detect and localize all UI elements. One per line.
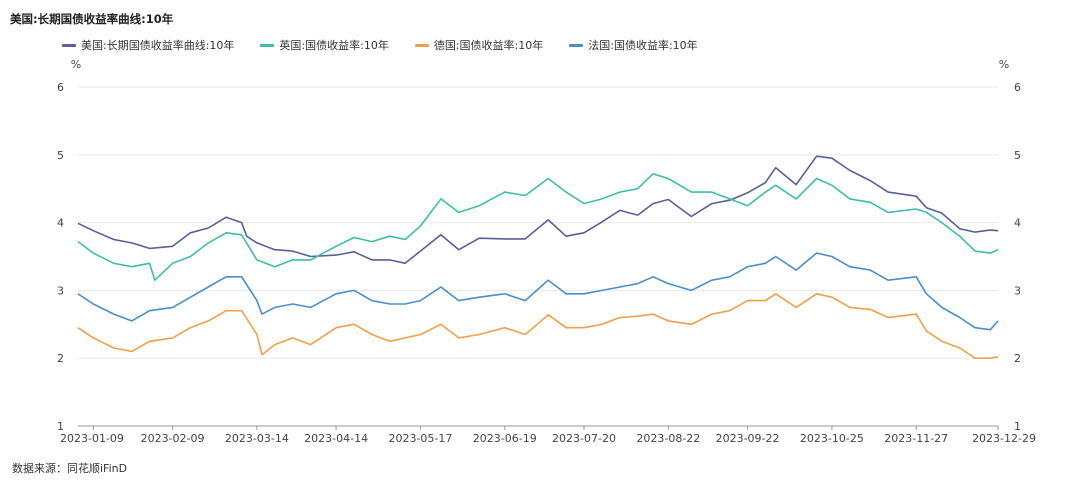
- y-tick-label-right: 1: [1014, 420, 1021, 433]
- series-line-4: [77, 252, 999, 331]
- x-tick-label: 2023-08-22: [636, 432, 700, 445]
- x-tick-label: 2023-06-19: [473, 432, 537, 445]
- legend-item-4[interactable]: 法国:国债收益率:10年: [569, 37, 698, 53]
- y-tick-label-right: 2: [1014, 352, 1021, 365]
- series-line-2: [77, 173, 999, 281]
- legend-swatch: [62, 43, 76, 47]
- y-tick-label-left: 2: [57, 352, 64, 365]
- y-tick-label-right: 5: [1014, 149, 1021, 162]
- legend-item-3[interactable]: 德国:国债收益率:10年: [414, 37, 544, 53]
- y-tick-label-left: 5: [57, 149, 64, 162]
- series-line-1: [77, 155, 999, 265]
- legend-item-2[interactable]: 英国:国债收益率:10年: [260, 37, 389, 53]
- y-tick-label-right: 4: [1014, 217, 1021, 230]
- y-tick-label-left: 4: [57, 217, 64, 230]
- legend-label: 英国:国债收益率:10年: [279, 39, 389, 52]
- chart-legend: 美国:长期国债收益率曲线:10年 英国:国债收益率:10年 德国:国债收益率:10年…: [62, 37, 698, 53]
- x-tick-label: 2023-03-14: [225, 432, 289, 445]
- legend-swatch: [569, 43, 584, 47]
- series-line-3: [77, 293, 999, 359]
- x-tick-label: 2023-04-14: [304, 432, 368, 445]
- y-unit-label-right: %: [999, 58, 1009, 71]
- legend-label: 法国:国债收益率:10年: [588, 39, 698, 52]
- legend-swatch: [414, 43, 429, 47]
- x-tick-label: 2023-11-27: [884, 432, 948, 445]
- x-tick-label: 2023-05-17: [388, 432, 452, 445]
- chart-title: 美国:长期国债收益率曲线:10年: [10, 12, 174, 26]
- legend-label: 德国:国债收益率:10年: [433, 39, 544, 52]
- y-tick-label-left: 3: [57, 284, 64, 297]
- y-tick-label-left: 1: [57, 420, 64, 433]
- y-tick-label-left: 6: [57, 81, 64, 94]
- legend-swatch: [260, 43, 275, 47]
- legend-item-1[interactable]: 美国:长期国债收益率曲线:10年: [62, 37, 234, 53]
- x-tick-label: 2023-10-25: [800, 432, 864, 445]
- x-tick-label: 2023-01-09: [60, 432, 124, 445]
- legend-label: 美国:长期国债收益率曲线:10年: [81, 39, 235, 52]
- x-tick-label: 2023-02-09: [141, 432, 205, 445]
- y-tick-label-right: 3: [1014, 284, 1021, 297]
- y-tick-label-right: 6: [1014, 81, 1021, 94]
- y-unit-label-left: %: [71, 58, 81, 71]
- data-source-note: 数据来源：同花顺iFinD: [12, 462, 128, 475]
- x-tick-label: 2023-12-29: [972, 432, 1036, 445]
- x-tick-label: 2023-09-22: [716, 432, 780, 445]
- x-tick-label: 2023-07-20: [552, 432, 616, 445]
